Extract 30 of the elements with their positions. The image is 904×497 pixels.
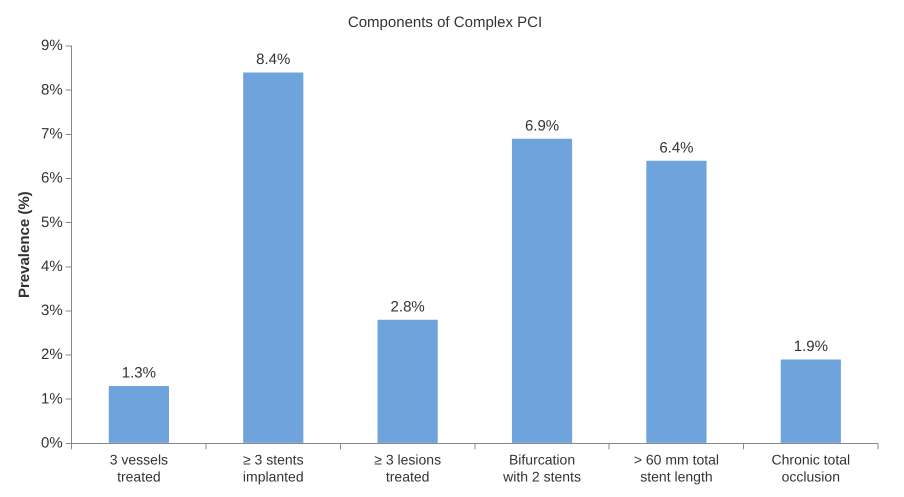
data-label: 2.8% [390, 298, 425, 316]
y-tick-label: 5% [40, 214, 63, 231]
y-tick-label: 2% [40, 346, 63, 364]
data-label: 6.9% [524, 117, 560, 134]
x-tick-label: Chronic total occlusion [772, 452, 850, 484]
bar [646, 160, 707, 443]
data-label: 6.4% [659, 139, 694, 156]
bar [512, 138, 572, 443]
y-tick-label: 9% [40, 37, 63, 54]
bar [378, 320, 438, 443]
y-tick-label: 3% [40, 302, 63, 320]
y-tick-label: 8% [40, 81, 63, 98]
y-axis-title: Prevalence (%) [16, 191, 34, 298]
chart-title: Components of Complex PCI [348, 14, 542, 32]
bar [108, 386, 169, 443]
x-tick-label: ≥ 3 lesions treated [374, 452, 442, 484]
x-tick-label: > 60 mm total stent length [634, 452, 720, 484]
y-tick-label: 4% [40, 258, 63, 275]
x-tick-label: 3 vessels treated [110, 452, 168, 484]
y-tick-label: 1% [40, 390, 63, 408]
y-tick-label: 0% [40, 434, 63, 452]
data-label: 8.4% [256, 51, 290, 68]
bar [243, 72, 304, 443]
x-tick-label: Bifurcation with 2 stents [502, 452, 581, 484]
y-tick-label: 6% [40, 170, 63, 187]
y-tick-label: 7% [40, 125, 63, 142]
data-label: 1.3% [122, 364, 156, 382]
bar [780, 360, 841, 443]
x-tick-label: ≥ 3 stents implanted [242, 452, 304, 484]
data-label: 1.9% [794, 338, 828, 356]
